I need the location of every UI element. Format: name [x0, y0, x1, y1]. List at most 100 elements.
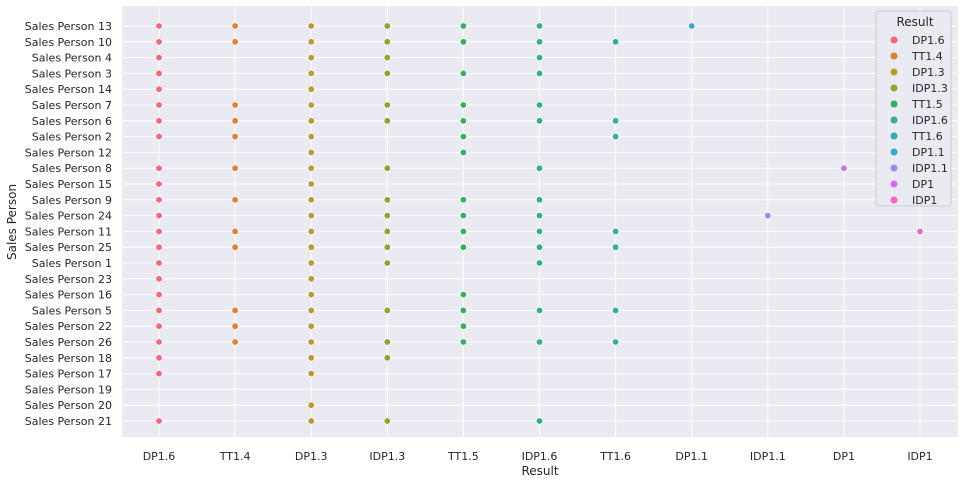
x-tick-labels: DP1.6 TT1.4 DP1.3 IDP1.3 TT1.5 IDP1.6 TT1.6 DP1… [143, 450, 933, 463]
data-point [307, 322, 315, 330]
legend-label: IDP1.3 [912, 82, 948, 95]
x-tick-label: TT1.6 [599, 450, 631, 463]
data-point [383, 417, 391, 425]
legend-marker [890, 132, 898, 140]
data-point [231, 306, 239, 314]
data-point [231, 38, 239, 46]
y-tick-label: Sales Person 11 [25, 225, 112, 238]
data-point [383, 354, 391, 362]
data-point [535, 243, 543, 251]
data-point [307, 291, 315, 299]
legend-label: DP1.6 [912, 34, 945, 47]
data-point [307, 243, 315, 251]
data-point [231, 322, 239, 330]
legend-marker [890, 68, 898, 76]
data-point [459, 212, 467, 220]
data-point [383, 338, 391, 346]
data-point [459, 322, 467, 330]
data-point [231, 117, 239, 125]
data-point [155, 54, 163, 62]
data-point [612, 306, 620, 314]
data-point [535, 417, 543, 425]
data-point [307, 417, 315, 425]
data-point [307, 259, 315, 267]
legend-label: IDP1 [912, 194, 937, 207]
data-point [459, 22, 467, 30]
data-point [307, 148, 315, 156]
legend-box [875, 10, 952, 207]
legend-marker [890, 36, 898, 44]
x-tick-label: IDP1.1 [750, 450, 786, 463]
data-point [307, 101, 315, 109]
legend: Result DP1.6 TT1.4 DP1.3 IDP1.3 TT1.5 IDP1.6 T… [875, 10, 952, 207]
data-point [764, 212, 772, 220]
x-tick-label: DP1.3 [295, 450, 328, 463]
data-point [688, 22, 696, 30]
legend-marker [890, 196, 898, 204]
data-point [307, 212, 315, 220]
data-point [307, 354, 315, 362]
data-point [535, 38, 543, 46]
data-point [459, 38, 467, 46]
y-tick-labels: Sales Person 13 Sales Person 10 Sales Pers… [25, 20, 112, 428]
data-point [383, 227, 391, 235]
data-point [535, 227, 543, 235]
legend-label: TT1.5 [911, 98, 943, 111]
x-tick-label: IDP1.6 [522, 450, 558, 463]
data-point [307, 227, 315, 235]
y-tick-label: Sales Person 21 [25, 415, 112, 428]
data-points [155, 22, 924, 425]
legend-marker [890, 52, 898, 60]
data-point [307, 306, 315, 314]
y-tick-label: Sales Person 12 [25, 146, 112, 159]
data-point [155, 227, 163, 235]
data-point [612, 338, 620, 346]
data-point [155, 275, 163, 283]
data-point [535, 338, 543, 346]
y-tick-label: Sales Person 3 [32, 67, 112, 80]
y-tick-label: Sales Person 13 [25, 20, 112, 33]
data-point [535, 54, 543, 62]
legend-label: TT1.6 [911, 130, 943, 143]
data-point [155, 370, 163, 378]
y-tick-label: Sales Person 4 [32, 52, 112, 65]
data-point [612, 243, 620, 251]
data-point [383, 22, 391, 30]
legend-label: IDP1.1 [912, 162, 948, 175]
data-point [535, 22, 543, 30]
data-point [307, 180, 315, 188]
data-point [307, 54, 315, 62]
data-point [155, 338, 163, 346]
y-tick-label: Sales Person 5 [32, 304, 112, 317]
data-point [383, 101, 391, 109]
y-tick-label: Sales Person 18 [25, 352, 112, 365]
data-point [231, 227, 239, 235]
data-point [155, 417, 163, 425]
data-point [307, 117, 315, 125]
data-point [231, 133, 239, 141]
data-point [155, 306, 163, 314]
data-point [155, 180, 163, 188]
y-tick-label: Sales Person 23 [25, 273, 112, 286]
data-point [231, 101, 239, 109]
data-point [383, 196, 391, 204]
data-point [535, 212, 543, 220]
data-point [155, 291, 163, 299]
data-point [535, 196, 543, 204]
y-tick-label: Sales Person 6 [32, 115, 112, 128]
data-point [155, 101, 163, 109]
y-tick-label: Sales Person 1 [32, 257, 112, 270]
data-point [535, 69, 543, 77]
data-point [307, 196, 315, 204]
x-tick-label: IDP1.3 [369, 450, 405, 463]
y-tick-label: Sales Person 9 [32, 194, 112, 207]
data-point [231, 196, 239, 204]
x-tick-label: DP1.1 [675, 450, 708, 463]
y-tick-label: Sales Person 26 [25, 336, 112, 349]
data-point [155, 69, 163, 77]
data-point [383, 164, 391, 172]
legend-marker [890, 148, 898, 156]
data-point [459, 101, 467, 109]
data-point [535, 259, 543, 267]
legend-items: DP1.6 TT1.4 DP1.3 IDP1.3 TT1.5 IDP1.6 TT1.6 DP1… [890, 34, 948, 207]
